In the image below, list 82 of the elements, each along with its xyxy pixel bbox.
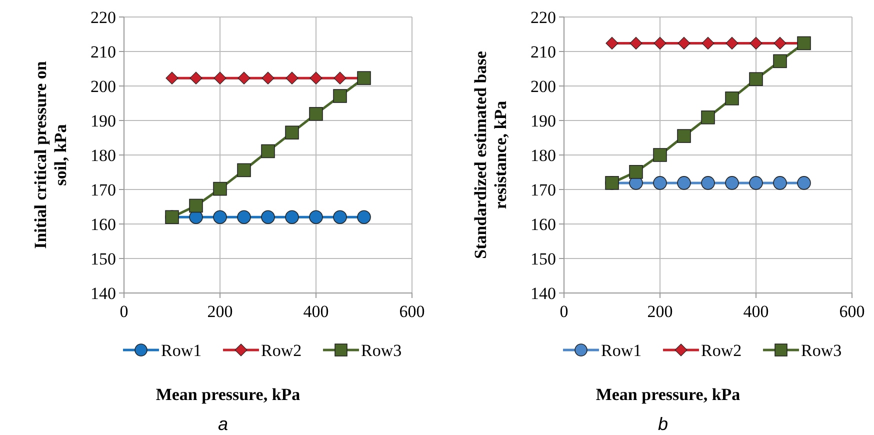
point xyxy=(237,210,251,224)
y-tick-label: 220 xyxy=(90,8,116,27)
legend-label: Row1 xyxy=(161,341,202,360)
point xyxy=(261,144,275,158)
point xyxy=(309,210,323,224)
x-tick-label: 600 xyxy=(839,302,865,321)
point xyxy=(701,110,715,124)
text: a xyxy=(218,414,228,434)
y-tick-label: 150 xyxy=(530,250,556,268)
point xyxy=(309,107,323,121)
legend-label: Row1 xyxy=(601,341,642,360)
point xyxy=(653,176,667,190)
point xyxy=(630,36,642,50)
x-tick-label: 400 xyxy=(303,302,329,321)
point xyxy=(726,36,738,50)
y-tick-label: 140 xyxy=(90,284,116,303)
point xyxy=(773,54,787,68)
point xyxy=(237,163,251,178)
y-tick-label: 160 xyxy=(530,215,556,234)
y-tick-label: 190 xyxy=(90,112,116,130)
point xyxy=(701,176,715,190)
point xyxy=(677,129,691,143)
y-tick-label: 160 xyxy=(90,215,116,234)
y-tick-label: 210 xyxy=(90,42,116,62)
point xyxy=(190,72,202,84)
y-tick-label: 220 xyxy=(530,8,556,27)
x-tick-label: 600 xyxy=(399,302,425,321)
x-tick-label: 200 xyxy=(207,302,233,321)
point xyxy=(725,176,739,190)
point xyxy=(333,210,347,224)
point xyxy=(629,165,643,179)
legend-label: Row2 xyxy=(261,341,302,360)
point xyxy=(773,176,787,190)
point xyxy=(166,72,178,84)
y-tick-label: 150 xyxy=(90,250,116,268)
x-axis-title: Mean pressure, kPa xyxy=(596,385,741,404)
point xyxy=(654,36,666,50)
point xyxy=(677,176,691,190)
point xyxy=(357,210,371,224)
y-tick-label: 200 xyxy=(530,77,556,96)
point xyxy=(725,92,739,106)
point xyxy=(213,182,227,196)
point xyxy=(750,36,762,50)
y-tick-label: 170 xyxy=(530,180,556,200)
y-axis-title: Initial critical pressure on soil, kPa xyxy=(31,60,70,249)
y-tick-label: 210 xyxy=(530,42,556,62)
point xyxy=(749,72,763,86)
legend-label: Row3 xyxy=(361,341,402,360)
x-tick-label: 400 xyxy=(743,302,769,321)
point xyxy=(262,72,274,84)
legend-label: Row3 xyxy=(801,341,842,360)
point xyxy=(334,72,346,84)
point xyxy=(285,126,299,140)
point xyxy=(285,210,299,224)
point xyxy=(749,176,763,190)
x-axis-title: Mean pressure, kPa xyxy=(156,385,301,404)
x-tick-label: 0 xyxy=(560,302,568,321)
point xyxy=(606,36,618,50)
y-tick-label: 170 xyxy=(90,180,116,200)
x-tick-label: 200 xyxy=(647,302,673,321)
y-axis-title: Standardized estimated base resistance, kPa xyxy=(471,50,510,259)
y-tick-label: 190 xyxy=(530,112,556,130)
point xyxy=(797,176,811,190)
point xyxy=(286,72,298,84)
point xyxy=(702,36,714,50)
point xyxy=(310,72,322,84)
point xyxy=(678,36,690,50)
y-tick-label: 180 xyxy=(530,146,556,165)
point xyxy=(214,72,226,84)
point xyxy=(333,89,347,103)
y-tick-label: 180 xyxy=(90,146,116,165)
point xyxy=(261,210,275,224)
point xyxy=(189,198,203,213)
point xyxy=(774,36,786,50)
y-tick-label: 200 xyxy=(90,77,116,96)
point xyxy=(213,210,227,224)
legend-label: Row2 xyxy=(701,341,742,360)
point xyxy=(238,72,250,84)
y-tick-label: 140 xyxy=(530,284,556,303)
point xyxy=(653,148,667,162)
text: b xyxy=(658,414,668,434)
x-tick-label: 0 xyxy=(120,302,128,321)
